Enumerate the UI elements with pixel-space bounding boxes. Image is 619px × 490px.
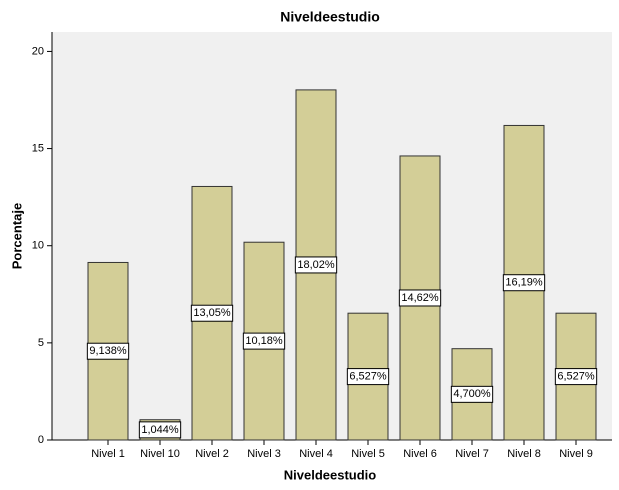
- value-label-box: [450, 385, 494, 403]
- x-tick-label: Nivel 6: [403, 448, 437, 460]
- chart-title: Niveldeestudio: [280, 9, 380, 25]
- value-label: 4,700%: [453, 388, 491, 400]
- value-label: 6,527%: [349, 371, 387, 383]
- x-tick-label: Nivel 2: [195, 448, 229, 460]
- x-tick-label: Nivel 7: [455, 448, 489, 460]
- value-label-box: [346, 368, 390, 386]
- value-label-box: [242, 332, 286, 350]
- value-label: 14,62%: [401, 292, 439, 304]
- value-label: 9,138%: [89, 345, 127, 357]
- y-tick-label: 20: [32, 45, 44, 57]
- value-label-box: [190, 304, 234, 322]
- x-tick-label: Nivel 1: [91, 448, 125, 460]
- value-label-box: [138, 421, 182, 439]
- value-label: 16,19%: [505, 277, 543, 289]
- y-tick-label: 0: [38, 434, 44, 446]
- value-label: 1,044%: [141, 424, 179, 436]
- value-label-box: [502, 274, 546, 292]
- x-tick-label: Nivel 9: [559, 448, 593, 460]
- y-tick-label: 5: [38, 337, 44, 349]
- value-label-box: [86, 342, 130, 360]
- x-tick-label: Nivel 3: [247, 448, 281, 460]
- value-label-box: [294, 256, 338, 274]
- value-label: 6,527%: [557, 371, 595, 383]
- x-tick-label: Nivel 10: [140, 448, 180, 460]
- y-tick-label: 15: [32, 142, 44, 154]
- value-label-box: [398, 289, 442, 307]
- y-axis-title: Porcentaje: [9, 203, 24, 269]
- x-tick-label: Nivel 8: [507, 448, 541, 460]
- y-tick-label: 10: [32, 240, 44, 252]
- value-label: 18,02%: [297, 259, 335, 271]
- value-label: 10,18%: [245, 335, 283, 347]
- x-tick-label: Nivel 4: [299, 448, 333, 460]
- value-label: 13,05%: [193, 307, 231, 319]
- x-tick-label: Nivel 5: [351, 448, 385, 460]
- value-label-box: [554, 368, 598, 386]
- x-axis-title: Niveldeestudio: [284, 467, 377, 482]
